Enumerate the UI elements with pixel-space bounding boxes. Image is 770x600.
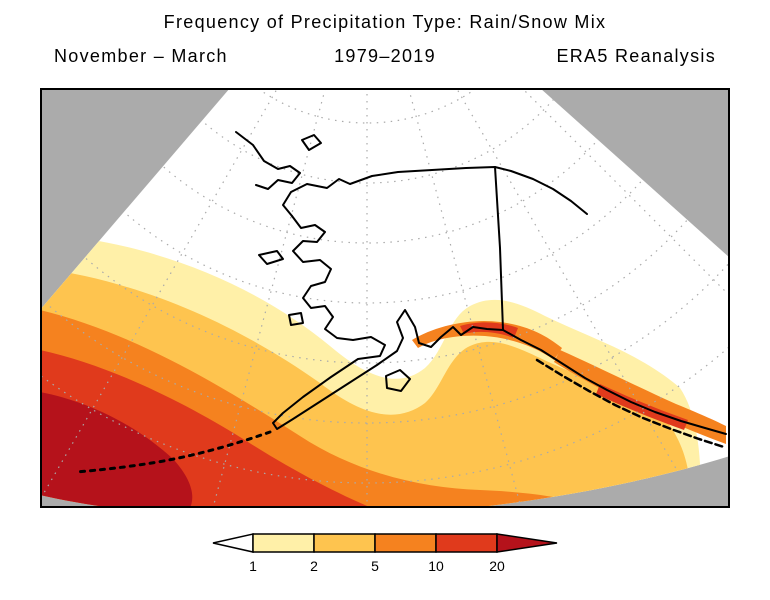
- colorbar-tick-label-10: 10: [428, 558, 444, 574]
- map-frame: [40, 88, 730, 508]
- map-panel: [40, 88, 730, 519]
- graticule: [40, 88, 730, 519]
- coastlines: [74, 131, 727, 474]
- colorbar-tick-label-5: 5: [371, 558, 379, 574]
- figure-title: Frequency of Precipitation Type: Rain/Sn…: [163, 12, 607, 32]
- colorbar-tick-label-2: 2: [310, 558, 318, 574]
- contour-band-ge20: [40, 392, 193, 508]
- colorbar: 1 2 5 10 20: [209, 530, 561, 582]
- subtitle-season: November – March: [54, 46, 228, 66]
- colorbar-tick-label-1: 1: [249, 558, 257, 574]
- panhandle-islands-chain: [535, 358, 726, 449]
- arctic-coast-path: [282, 166, 588, 217]
- colorbar-tick-label-20: 20: [489, 558, 505, 574]
- colorbar-under-arrow: [212, 533, 254, 553]
- nunivak-island: [288, 312, 304, 326]
- map-svg: [40, 88, 730, 519]
- colorbar-segment-2-5: [313, 533, 376, 553]
- subtitle-source: ERA5 Reanalysis: [556, 46, 716, 66]
- st-lawrence-island: [258, 250, 284, 265]
- aleutian-islands-chain: [74, 430, 272, 474]
- panhandle-mainland-coast: [502, 329, 727, 435]
- colorbar-segment-1-2: [252, 533, 315, 553]
- colorbar-svg: 1 2 5 10 20: [212, 533, 558, 574]
- chukotka-island: [301, 134, 322, 151]
- west-and-south-coast-path: [272, 215, 504, 430]
- colorbar-segment-10-20: [435, 533, 498, 553]
- colorbar-segment-5-10: [374, 533, 437, 553]
- chukotka-coast: [235, 131, 301, 190]
- colorbar-over-arrow: [496, 533, 558, 553]
- kodiak-island: [385, 369, 411, 392]
- subtitle-period: 1979–2019: [334, 46, 436, 66]
- alaska-canada-border: [494, 166, 504, 331]
